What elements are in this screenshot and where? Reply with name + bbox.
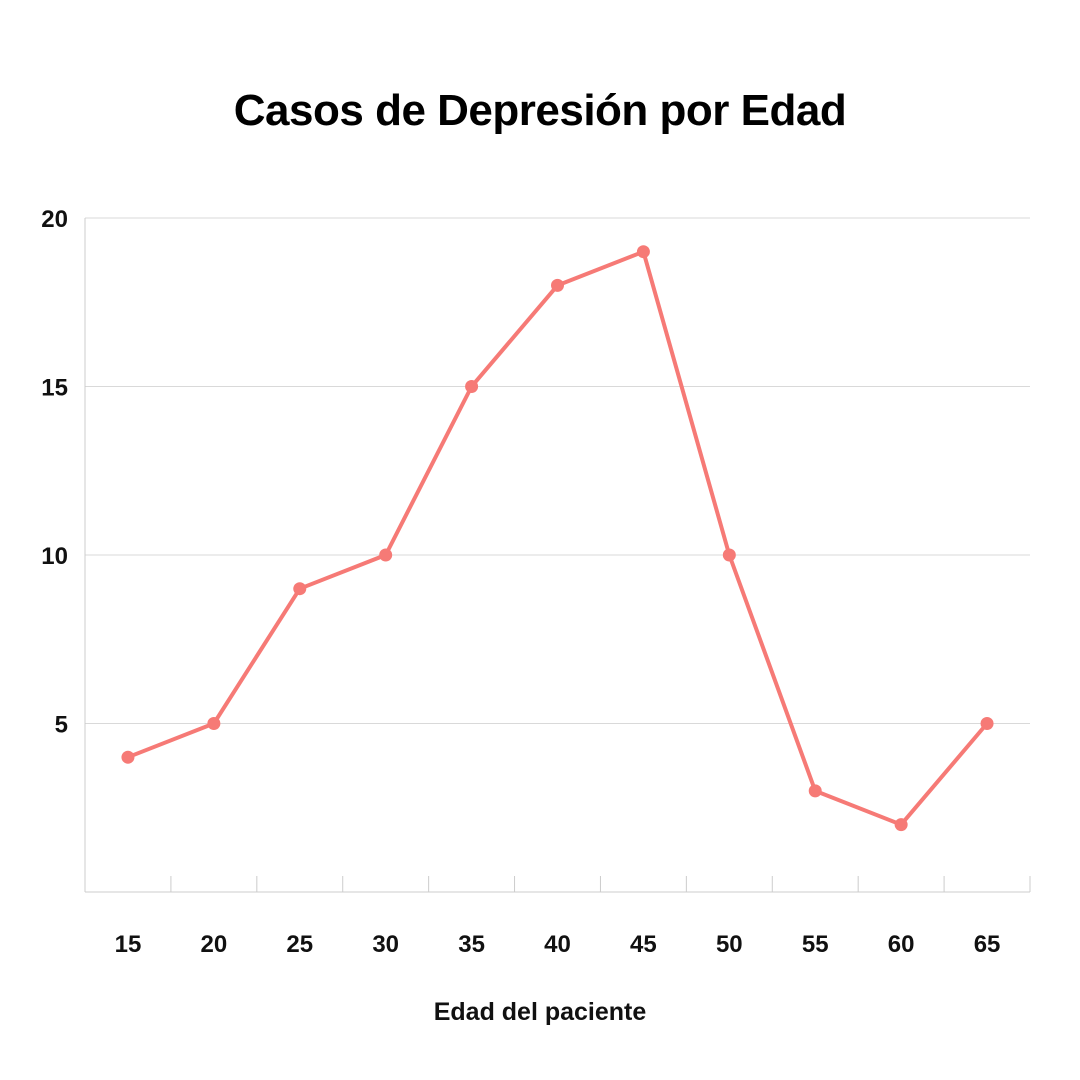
x-tick-label: 30 <box>372 931 399 958</box>
series <box>121 245 994 832</box>
data-point <box>293 582 307 596</box>
x-tick-label: 60 <box>888 931 915 958</box>
data-point <box>636 245 650 259</box>
y-tick-label: 20 <box>41 206 68 233</box>
data-point <box>207 717 221 730</box>
gridlines <box>85 217 1030 724</box>
x-tick-label: 25 <box>286 931 313 958</box>
data-point <box>551 278 564 292</box>
x-tick-label: 35 <box>458 931 485 958</box>
data-point <box>894 818 908 832</box>
tick-labels: 5 10 15 20 15 20 25 30 35 40 45 50 55 60 65 <box>41 206 1000 958</box>
x-tick-label: 40 <box>544 931 571 958</box>
x-tick-label: 50 <box>716 931 743 958</box>
y-tick-label: 5 <box>55 712 68 739</box>
series-line <box>125 249 990 827</box>
y-tick-label: 15 <box>41 375 68 402</box>
x-tick-label: 45 <box>630 931 657 958</box>
data-point <box>808 784 822 798</box>
x-tick-label: 15 <box>115 931 142 958</box>
data-point <box>980 717 994 730</box>
data-point <box>121 750 135 764</box>
x-tick-label: 20 <box>201 931 228 958</box>
x-tick-label: 55 <box>802 931 829 958</box>
x-axis-label: Edad del paciente <box>434 998 647 1026</box>
y-tick-label: 10 <box>41 543 68 570</box>
chart-title: Casos de Depresión por Edad <box>233 86 847 135</box>
data-point <box>722 548 736 562</box>
data-point <box>465 380 479 393</box>
axes <box>84 218 1031 893</box>
x-tick-label: 65 <box>974 931 1001 958</box>
data-point <box>379 548 393 562</box>
